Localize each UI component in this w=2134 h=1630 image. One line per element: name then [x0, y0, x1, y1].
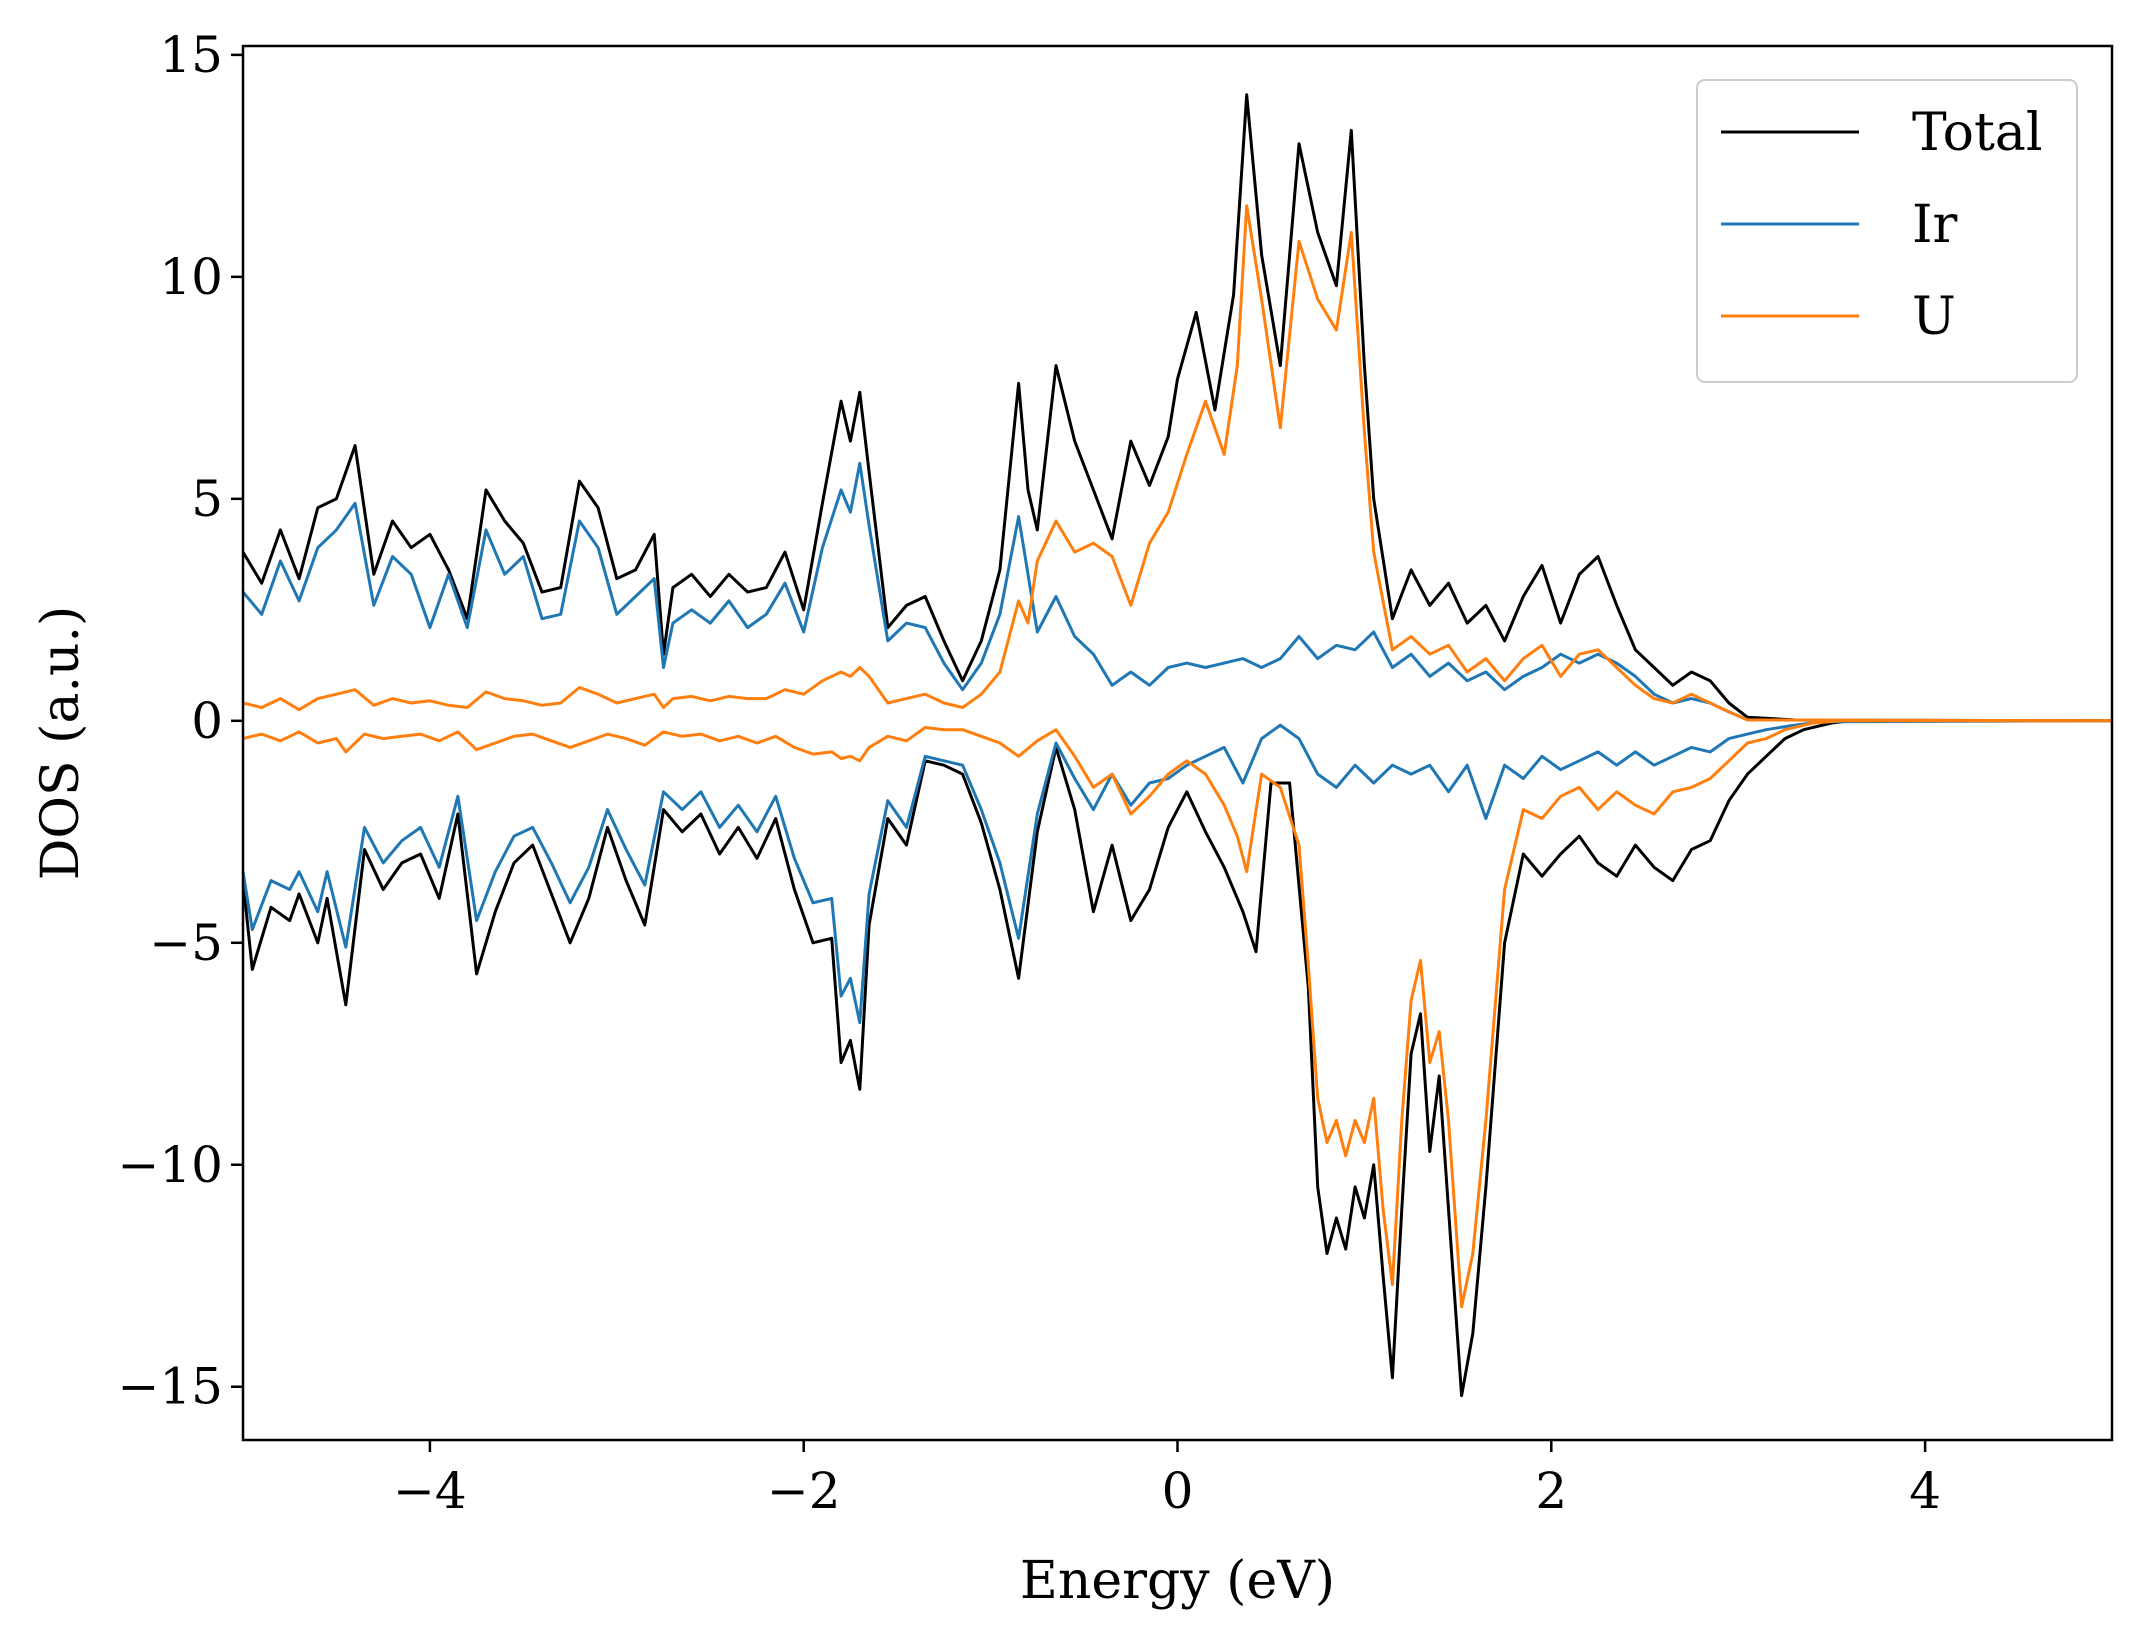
y-tick-label: 0	[191, 692, 223, 750]
series-layer	[243, 93, 2112, 1398]
legend-label-u: U	[1912, 287, 1956, 347]
y-tick-label: −10	[117, 1136, 223, 1194]
y-axis-label: DOS (a.u.)	[31, 606, 91, 881]
y-tick-label: 10	[159, 248, 223, 306]
x-tick-label: 4	[1909, 1462, 1941, 1520]
legend-label-ir: Ir	[1912, 195, 1958, 255]
series-ir-down-line	[243, 719, 2112, 1025]
y-tick-label: 15	[159, 26, 223, 84]
x-tick-label: 2	[1535, 1462, 1567, 1520]
legend-label-total: Total	[1912, 103, 2042, 163]
series-total-up-line	[243, 93, 2112, 723]
x-axis-ticks: −4 −2 0 2 4	[393, 1440, 1941, 1520]
series-total-down-line	[243, 719, 2112, 1398]
x-tick-label: −2	[767, 1462, 841, 1520]
series-ir-up-line	[243, 461, 2112, 723]
legend: Total Ir U	[1696, 79, 2078, 383]
x-tick-label: −4	[393, 1462, 467, 1520]
series-u-down-line	[243, 719, 2112, 1309]
y-axis-ticks: −15 −10 −5 0 5 10 15	[117, 26, 243, 1416]
legend-box	[1696, 79, 2078, 383]
y-tick-label: −5	[149, 914, 223, 972]
series-u-up-line	[243, 204, 2112, 723]
y-tick-label: 5	[191, 470, 223, 528]
y-tick-label: −15	[117, 1358, 223, 1416]
x-tick-label: 0	[1162, 1462, 1194, 1520]
x-axis-label: Energy (eV)	[1020, 1551, 1335, 1611]
